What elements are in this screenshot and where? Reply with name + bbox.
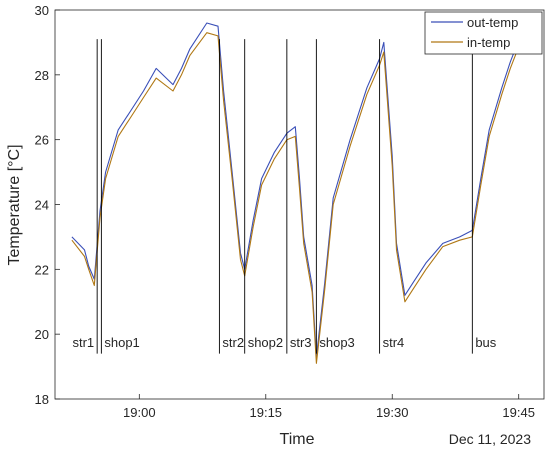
x-axis-label: Time xyxy=(280,431,315,448)
series-line-out-temp xyxy=(71,22,524,358)
x-axis-ticks: 19:00 19:15 19:30 19:45 xyxy=(123,394,535,420)
y-axis-label: Temperature [°C] xyxy=(6,144,23,265)
marker-label-str2: str2 xyxy=(222,335,244,350)
y-tick-label: 20 xyxy=(35,327,49,342)
marker-label-shop2: shop2 xyxy=(248,335,283,350)
x-tick-label: 19:15 xyxy=(250,405,283,420)
y-tick-label: 18 xyxy=(35,392,49,407)
x-tick-label: 19:00 xyxy=(123,405,156,420)
plot-area xyxy=(55,10,544,399)
series-line-in-temp xyxy=(71,32,524,364)
marker-label-shop1: shop1 xyxy=(104,335,139,350)
y-tick-label: 22 xyxy=(35,262,49,277)
y-tick-label: 28 xyxy=(35,68,49,83)
legend: out-temp in-temp xyxy=(424,11,543,55)
marker-label-str1: str1 xyxy=(72,335,94,350)
date-label: Dec 11, 2023 xyxy=(449,431,531,447)
legend-box xyxy=(424,11,543,55)
y-tick-label: 26 xyxy=(35,133,49,148)
marker-label-shop3: shop3 xyxy=(319,335,354,350)
y-tick-label: 24 xyxy=(35,198,49,213)
x-tick-label: 19:45 xyxy=(502,405,535,420)
series-layer xyxy=(71,22,524,364)
marker-label-str3: str3 xyxy=(290,335,312,350)
event-markers: str1 shop1 str2 shop2 str3 shop3 str4 bus xyxy=(72,39,497,354)
legend-label-in-temp: in-temp xyxy=(467,35,510,50)
legend-label-out-temp: out-temp xyxy=(467,15,518,30)
x-tick-label: 19:30 xyxy=(376,405,409,420)
y-tick-label: 30 xyxy=(35,3,49,18)
marker-label-bus: bus xyxy=(475,335,496,350)
marker-label-str4: str4 xyxy=(383,335,405,350)
y-axis-ticks: 18 20 22 24 26 28 30 xyxy=(35,3,60,407)
